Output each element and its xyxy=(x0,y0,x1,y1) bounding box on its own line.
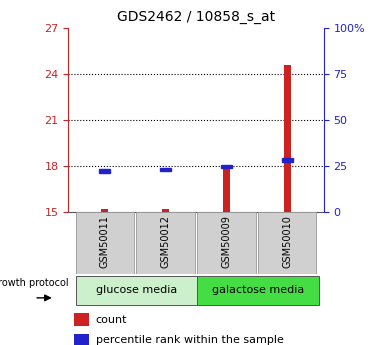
Text: GSM50009: GSM50009 xyxy=(222,216,231,268)
Bar xyxy=(197,212,255,274)
Bar xyxy=(160,168,171,171)
Text: count: count xyxy=(96,315,127,325)
Text: glucose media: glucose media xyxy=(96,285,177,295)
Bar xyxy=(197,276,319,305)
Text: GSM50012: GSM50012 xyxy=(161,216,170,268)
Bar xyxy=(162,209,169,212)
Bar xyxy=(74,313,89,326)
Text: GSM50010: GSM50010 xyxy=(282,216,292,268)
Text: growth protocol: growth protocol xyxy=(0,278,69,288)
Bar xyxy=(101,209,108,212)
Bar xyxy=(282,158,292,162)
Text: GSM50011: GSM50011 xyxy=(100,216,110,268)
Text: percentile rank within the sample: percentile rank within the sample xyxy=(96,335,284,345)
Bar xyxy=(99,169,110,172)
Title: GDS2462 / 10858_s_at: GDS2462 / 10858_s_at xyxy=(117,10,275,24)
Bar xyxy=(258,212,316,274)
Bar xyxy=(76,212,134,274)
Bar xyxy=(221,165,232,168)
Text: galactose media: galactose media xyxy=(212,285,304,295)
Bar xyxy=(74,334,89,345)
Bar xyxy=(284,65,291,212)
Bar xyxy=(136,212,195,274)
Bar xyxy=(223,165,230,212)
Bar xyxy=(76,276,197,305)
